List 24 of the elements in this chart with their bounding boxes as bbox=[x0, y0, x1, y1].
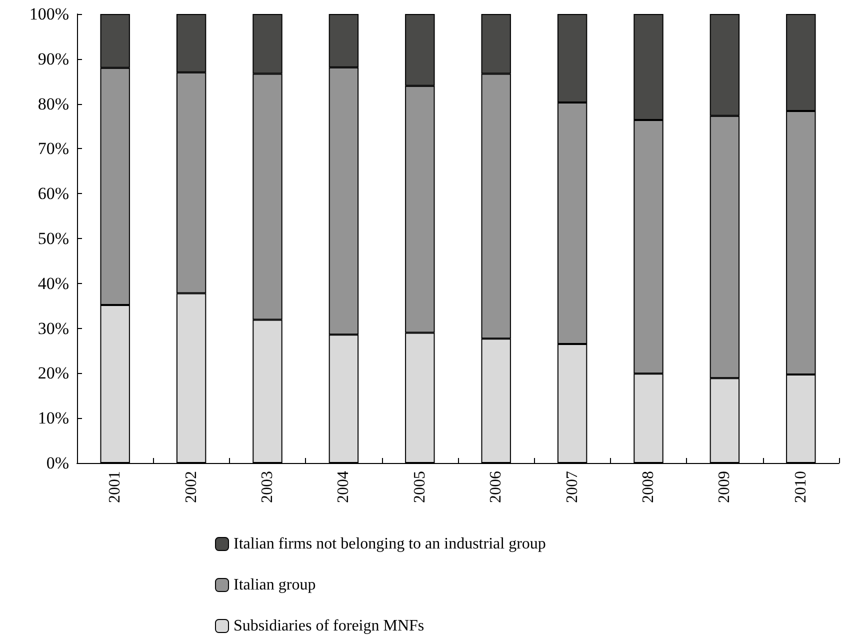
y-tick-label: 50% bbox=[38, 229, 69, 248]
x-tick-label: 2008 bbox=[640, 471, 657, 503]
x-tick-label: 2006 bbox=[488, 471, 505, 503]
x-tick-label: 2007 bbox=[564, 471, 581, 503]
x-tick-label: 2003 bbox=[259, 471, 276, 503]
x-tick-label: 2010 bbox=[792, 471, 810, 503]
legend-label: Italian firms not belonging to an industrial group bbox=[234, 536, 546, 552]
y-tick-label: 0% bbox=[46, 454, 69, 472]
y-tick-label: 90% bbox=[38, 49, 69, 68]
legend-label: Italian group bbox=[234, 576, 316, 594]
x-tick-label: 2002 bbox=[182, 471, 200, 503]
y-tick-label: 20% bbox=[38, 364, 69, 383]
y-tick-label: 70% bbox=[38, 139, 69, 158]
y-tick-label: 100% bbox=[29, 4, 69, 24]
legend-label: Subsidiaries of foreign MNFs bbox=[234, 618, 424, 634]
x-tick-label: 2005 bbox=[411, 471, 428, 503]
x-tick-label: 2009 bbox=[716, 471, 734, 503]
y-tick-label: 30% bbox=[38, 318, 69, 338]
x-tick-label: 2001 bbox=[106, 471, 124, 503]
y-tick-label: 10% bbox=[38, 408, 69, 428]
y-tick-label: 40% bbox=[38, 274, 69, 293]
x-tick-label: 2004 bbox=[335, 471, 352, 503]
y-tick-label: 60% bbox=[38, 184, 69, 204]
y-tick-label: 80% bbox=[38, 94, 69, 114]
